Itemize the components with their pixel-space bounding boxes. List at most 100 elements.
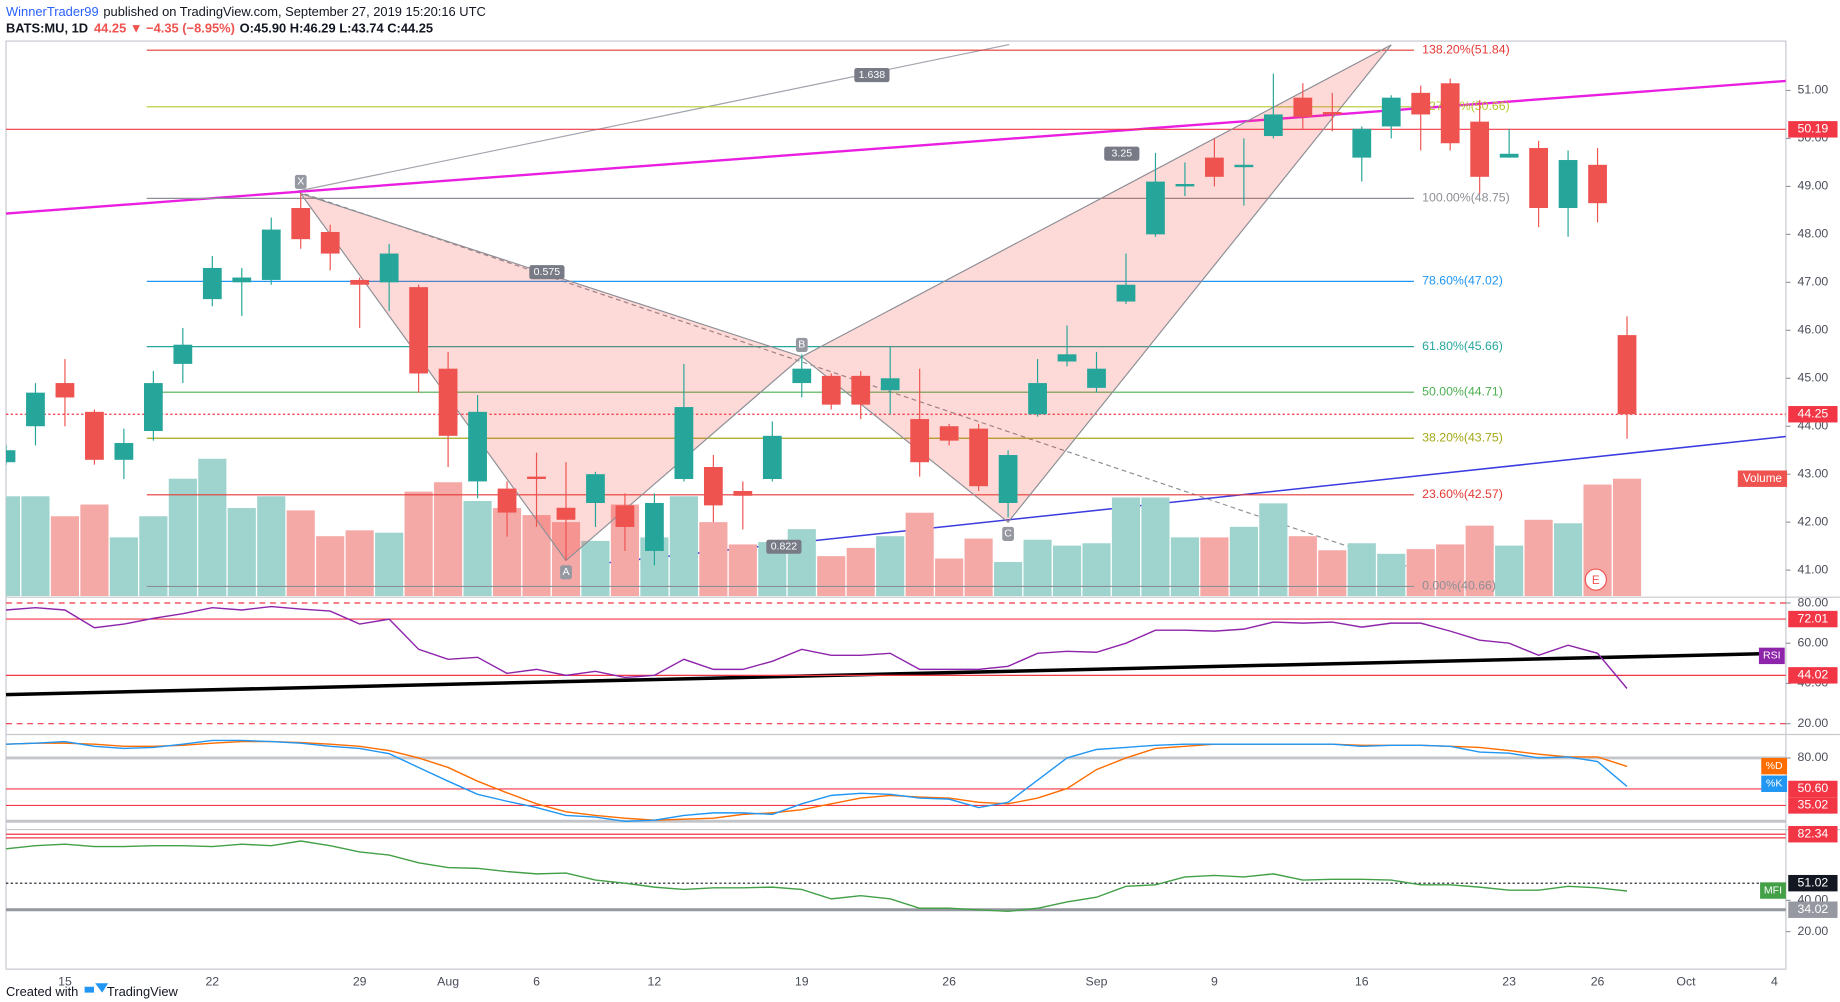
- volume-bar: [522, 515, 551, 597]
- candle-body: [1057, 354, 1077, 362]
- x-tick-label: 22: [205, 974, 219, 988]
- pattern-point-label: A: [562, 566, 570, 578]
- published: published on TradingView.com, September …: [103, 4, 485, 19]
- earnings-label: E: [1592, 574, 1600, 587]
- y-tick-label: 80.00: [1797, 750, 1828, 764]
- candle-body: [85, 411, 104, 460]
- fib-label: 138.20%(51.84): [1422, 42, 1510, 56]
- volume-badge-label: Volume: [1743, 472, 1782, 485]
- x-tick-label: 16: [1355, 974, 1369, 988]
- x-tick-label: 12: [648, 974, 662, 988]
- candle-body: [55, 383, 75, 398]
- pattern-point-label: B: [798, 339, 805, 351]
- series-name-badge: [1761, 775, 1788, 792]
- x-tick-label: 19: [795, 974, 809, 988]
- candle-body: [586, 474, 605, 503]
- candle-body: [1470, 121, 1490, 177]
- candle-body: [615, 505, 635, 527]
- volume-bar: [817, 556, 846, 597]
- price-pane: 138.20%(51.84) 127.20%(50.66) 100.00%(48.7…: [5, 42, 1786, 597]
- mfi-pane: [5, 833, 1786, 913]
- candle-body: [232, 277, 252, 283]
- volume-bar: [434, 482, 463, 597]
- candle-body: [1588, 164, 1607, 204]
- earnings-marker: [1584, 568, 1607, 591]
- candle-body: [645, 502, 664, 551]
- candle-body: [320, 231, 340, 254]
- candle-body: [733, 490, 753, 496]
- series-name-badge: [1761, 757, 1788, 775]
- volume-bar: [1229, 526, 1258, 597]
- candle-body: [939, 426, 959, 441]
- price-badge-label: 50.19: [1797, 122, 1828, 136]
- volume-bar: [80, 504, 109, 597]
- candle-body: [409, 287, 429, 374]
- ratio-label: 0.575: [534, 266, 561, 278]
- y-tick-label: 47.00: [1797, 275, 1828, 289]
- series-name: MFI: [1764, 884, 1782, 896]
- volume-bar: [286, 510, 315, 597]
- price-badge-label: 34.02: [1797, 902, 1828, 916]
- ratio-badge: [1104, 146, 1140, 161]
- candle-body: [497, 488, 517, 513]
- brand-logo: [84, 983, 109, 993]
- y-tick-label: 49.00: [1797, 179, 1828, 193]
- fib-label: 38.20%(43.75): [1422, 430, 1503, 444]
- candle-body: [851, 375, 871, 405]
- volume-bar: [964, 538, 993, 597]
- volume-bar: [21, 496, 50, 597]
- last-price: 44.25: [94, 21, 126, 36]
- volume-bar: [1495, 545, 1524, 597]
- volume-badge: [1737, 470, 1788, 487]
- volume-bar: [463, 501, 492, 597]
- candle-body: [998, 455, 1018, 503]
- candle-body: [1263, 114, 1283, 137]
- change: −4.35 (−8.95%): [146, 21, 235, 36]
- stoch-pane: [5, 739, 1786, 823]
- volume-bar: [699, 522, 728, 597]
- x-tick-label: 29: [353, 974, 367, 988]
- candle-body: [261, 229, 281, 280]
- fib-label: 50.00%(44.71): [1422, 384, 1503, 398]
- x-tick-label: Sep: [1086, 974, 1108, 988]
- footer-brand[interactable]: TradingView: [107, 984, 179, 999]
- pattern-point-label: C: [1004, 528, 1012, 540]
- volume-bar: [375, 532, 404, 597]
- ratio-label: 3.25: [1112, 147, 1133, 159]
- y-tick-label: 42.00: [1797, 514, 1828, 528]
- volume-bar: [1259, 503, 1288, 597]
- author[interactable]: WinnerTrader99: [6, 4, 99, 19]
- candle-body: [1028, 383, 1047, 415]
- price-badge-label: 50.60: [1797, 781, 1828, 795]
- volume-bar: [404, 491, 433, 597]
- volume-bar: [1170, 537, 1200, 597]
- y-tick-label: 43.00: [1797, 466, 1828, 480]
- candle-body: [1146, 181, 1165, 235]
- fib-label: 0.00%(40.66): [1422, 579, 1496, 593]
- candle-body: [527, 476, 546, 479]
- volume-bar: [1141, 497, 1170, 597]
- pattern-point-badge: [795, 337, 808, 352]
- volume-bar: [1082, 543, 1111, 597]
- volume-bar: [1318, 550, 1347, 597]
- candle-body: [468, 411, 487, 482]
- pattern-point-badge: [560, 565, 572, 580]
- series-name-badge: [1758, 647, 1785, 665]
- candle-body: [1352, 128, 1372, 158]
- volume-bar: [876, 536, 905, 597]
- y-tick-label: 48.00: [1797, 227, 1828, 241]
- symbol: BATS:MU, 1D: [6, 21, 88, 36]
- volume-bar: [1406, 549, 1435, 597]
- candle-body: [762, 435, 782, 479]
- y-tick-label: 20.00: [1797, 924, 1828, 938]
- volume-bar: [198, 458, 227, 597]
- xd-line: [296, 44, 1010, 192]
- y-tick-label: 41.00: [1797, 562, 1828, 576]
- y-tick-label: 60.00: [1797, 635, 1828, 649]
- ratio-badge: [529, 265, 565, 280]
- candle-body: [1293, 97, 1313, 117]
- header-line-1: WinnerTrader99 published on TradingView.c…: [6, 4, 486, 19]
- pattern-point-badge: [1002, 526, 1014, 541]
